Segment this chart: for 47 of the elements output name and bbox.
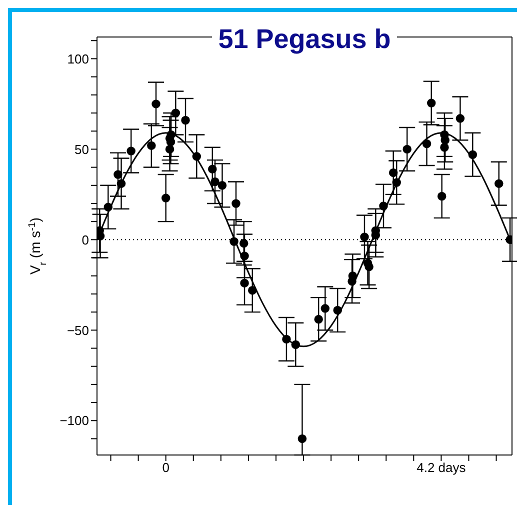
point	[388, 168, 398, 178]
point	[230, 237, 238, 246]
point	[248, 286, 257, 295]
chart-title: 51 Pegasus b	[212, 24, 397, 54]
point	[291, 340, 300, 349]
point	[239, 238, 248, 248]
point	[494, 179, 504, 188]
y-tick-label: 100	[67, 51, 89, 66]
point	[210, 177, 220, 186]
point	[218, 181, 227, 190]
point	[147, 141, 156, 150]
point	[468, 150, 478, 159]
point	[314, 314, 323, 324]
point	[298, 434, 307, 444]
point	[208, 164, 217, 174]
point	[426, 98, 436, 108]
point	[152, 100, 160, 108]
point	[360, 232, 369, 242]
point	[440, 136, 450, 145]
point	[437, 192, 446, 201]
point	[181, 116, 190, 125]
point	[116, 179, 126, 188]
y-tick-label: 50	[74, 142, 89, 157]
y-tick-label: 0	[82, 232, 89, 248]
point	[240, 252, 249, 260]
x-tick-label: 4.2 days	[416, 460, 466, 476]
point	[440, 143, 449, 152]
point	[282, 334, 291, 344]
point	[104, 202, 113, 212]
y-tick-label: −100	[60, 413, 89, 428]
y-tick-label: −50	[66, 322, 89, 338]
point	[240, 278, 249, 288]
point	[126, 146, 136, 156]
point	[333, 306, 342, 315]
point	[114, 170, 122, 179]
point	[232, 199, 240, 208]
point	[171, 108, 180, 118]
point	[192, 152, 202, 161]
point	[379, 202, 388, 210]
point	[422, 139, 432, 148]
point	[97, 232, 105, 240]
point	[320, 304, 330, 313]
point	[402, 144, 412, 154]
point	[165, 144, 174, 154]
point	[392, 178, 401, 187]
point	[456, 114, 465, 123]
point	[161, 194, 170, 202]
